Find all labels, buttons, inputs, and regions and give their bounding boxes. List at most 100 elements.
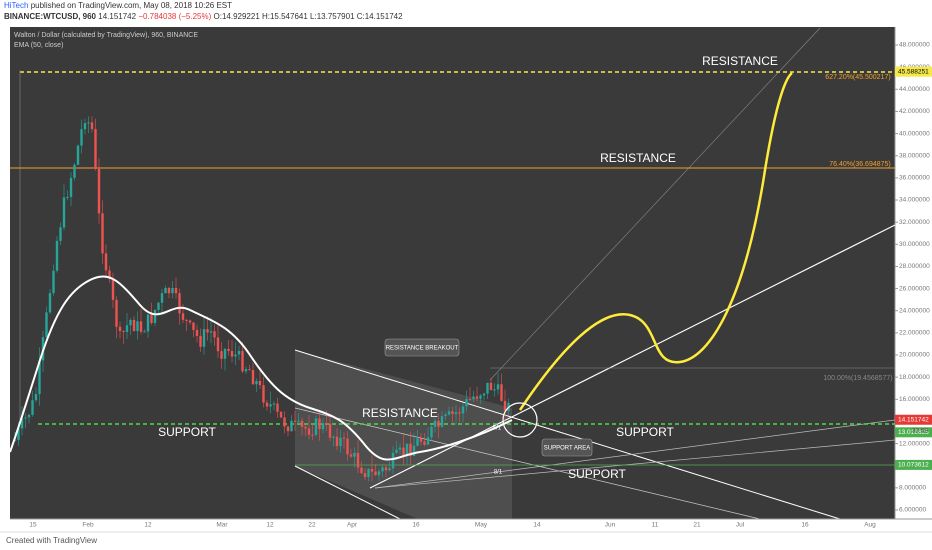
- price-tick-label: 38.000000: [899, 152, 930, 159]
- support-circle: [502, 402, 538, 438]
- price-badge-label: 13.018625: [898, 429, 929, 436]
- candle-body: [83, 123, 87, 130]
- candle-body: [150, 314, 153, 323]
- time-tick-label: Apr: [347, 522, 358, 529]
- candle-body: [143, 331, 146, 333]
- candle-body: [318, 418, 321, 430]
- candle-body: [185, 319, 188, 321]
- fib-line: [489, 27, 821, 381]
- legend-main: Walton / Dollar (calculated by TradingVi…: [14, 32, 198, 39]
- candle-body: [244, 369, 248, 372]
- annotation: SUPPORT: [158, 425, 216, 439]
- price-tick-label: 12.000000: [899, 440, 930, 447]
- candle-body: [178, 293, 181, 314]
- candle-body: [307, 428, 311, 435]
- time-tick-label: 21: [693, 522, 701, 529]
- price-tick-label: 22.000000: [899, 330, 930, 337]
- time-tick-label: 22: [308, 522, 316, 529]
- candle-body: [377, 471, 381, 476]
- candle-body: [496, 384, 500, 390]
- candle-body: [353, 452, 356, 457]
- candle-body: [335, 436, 339, 447]
- price-tick-label: 42.000000: [899, 108, 930, 115]
- candle-body: [416, 438, 419, 446]
- channel-line: [294, 465, 401, 520]
- candle-body: [461, 406, 465, 414]
- annotation: SUPPORT: [616, 425, 674, 439]
- candle-body: [181, 313, 185, 320]
- fan-label: 8/1: [494, 470, 503, 476]
- fib-label: 76.40%(36.694875): [829, 161, 891, 168]
- candle-body: [188, 320, 192, 323]
- candle-body: [223, 348, 227, 359]
- candle-body: [59, 227, 62, 241]
- ema-line: [9, 275, 513, 461]
- candle-body: [458, 412, 461, 414]
- candle-body: [97, 169, 101, 214]
- candle-body: [136, 321, 139, 332]
- candle-body: [300, 420, 304, 427]
- annotation: SUPPORT: [568, 467, 626, 481]
- candle-body: [66, 196, 69, 198]
- candle-body: [433, 420, 437, 427]
- candle-body: [251, 369, 255, 385]
- candle-body: [139, 321, 143, 332]
- chart-area: [10, 27, 895, 519]
- price-tick-label: 34.000000: [899, 197, 930, 204]
- candle-body: [283, 417, 286, 427]
- price-tick-label: 32.000000: [899, 219, 930, 226]
- candle-body: [440, 416, 444, 427]
- annotation: RESISTANCE: [362, 406, 438, 420]
- symbol-line: BINANCE:WTCUSD, 960 14.151742 −0.784038 …: [4, 12, 403, 21]
- candle-body: [171, 287, 174, 294]
- candle-body: [230, 350, 234, 357]
- candle-body: [321, 423, 325, 430]
- candle-body: [314, 418, 318, 435]
- time-tick-label: Feb: [82, 522, 94, 529]
- price-tick-label: 30.000000: [899, 241, 930, 248]
- price-tick-label: 48.000000: [899, 42, 930, 49]
- candle-body: [227, 348, 230, 351]
- candle-body: [262, 385, 265, 403]
- candle-body: [367, 468, 370, 477]
- price-tick-label: 40.000000: [899, 130, 930, 137]
- price-badge: [895, 459, 932, 470]
- candle-body: [17, 428, 20, 440]
- candle-body: [381, 467, 384, 472]
- candle-body: [444, 414, 447, 417]
- candle-body: [122, 331, 125, 333]
- candle-body: [272, 403, 276, 405]
- price-tick-label: 18.000000: [899, 374, 930, 381]
- callout: RESISTANCE BREAKOUT: [386, 346, 459, 352]
- candle-body: [24, 417, 27, 419]
- candle-body: [349, 454, 353, 457]
- candle-body: [38, 360, 41, 395]
- footer[interactable]: Created with TradingView: [6, 536, 97, 545]
- candle-body: [265, 402, 269, 407]
- candle-body: [451, 411, 454, 415]
- channel-line: [294, 407, 761, 520]
- annotation: RESISTANCE: [702, 54, 778, 68]
- candle-body: [402, 447, 405, 456]
- fan-line: [374, 419, 896, 489]
- time-tick-label: Aug: [864, 522, 876, 529]
- header-line: HiTech published on TradingView.com, May…: [4, 1, 232, 10]
- price-badge: [895, 414, 932, 425]
- candle-body: [157, 302, 160, 310]
- author[interactable]: HiTech: [4, 1, 28, 10]
- fib-label: 100.00%(19.4568577): [823, 375, 892, 382]
- candle-body: [297, 420, 300, 422]
- callout-box: [541, 438, 593, 457]
- price-tick-label: 24.000000: [899, 307, 930, 314]
- candle-body: [27, 414, 31, 418]
- legend-ema: EMA (50, close): [14, 42, 63, 49]
- candle-body: [500, 384, 503, 401]
- candle-body: [475, 396, 479, 399]
- fan-line: [374, 439, 896, 489]
- candle-body: [356, 452, 360, 468]
- fan-label: 5/1: [493, 426, 502, 432]
- candle-body: [31, 400, 34, 415]
- candle-body: [391, 453, 395, 469]
